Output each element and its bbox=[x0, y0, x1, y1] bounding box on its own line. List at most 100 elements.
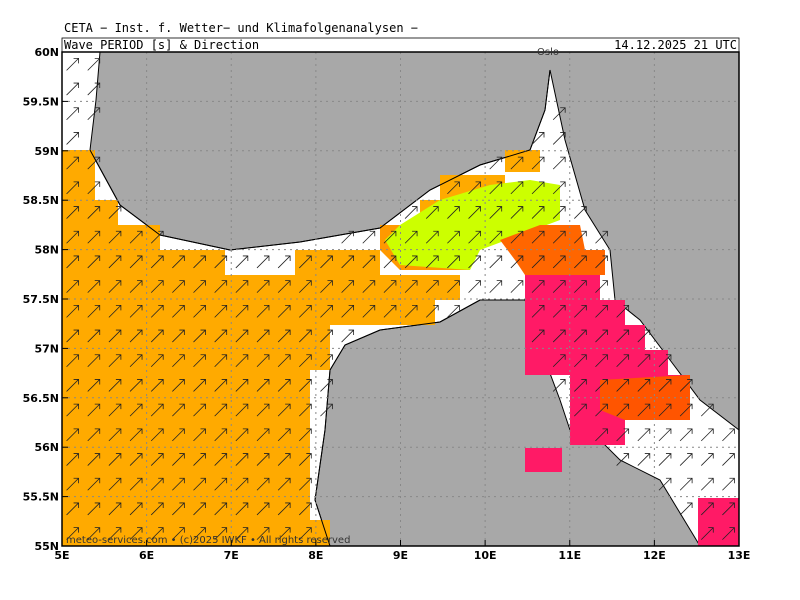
arrow bbox=[172, 403, 185, 417]
y-tick-label: 58.5N bbox=[23, 194, 59, 207]
arrow bbox=[722, 453, 735, 466]
arrow bbox=[87, 82, 101, 96]
arrow bbox=[447, 255, 460, 269]
arrow bbox=[214, 280, 228, 293]
arrow bbox=[299, 502, 312, 516]
arrow bbox=[87, 453, 101, 466]
arrow bbox=[510, 230, 524, 244]
arrow bbox=[214, 379, 228, 392]
arrow bbox=[574, 403, 587, 417]
arrow bbox=[66, 453, 79, 466]
arrow bbox=[150, 453, 164, 466]
arrow bbox=[404, 206, 418, 219]
arrow bbox=[66, 354, 79, 368]
arrow bbox=[235, 502, 249, 516]
arrow bbox=[552, 206, 566, 219]
arrow bbox=[383, 280, 397, 293]
arrow bbox=[214, 502, 228, 516]
arrow bbox=[510, 255, 524, 269]
arrow bbox=[150, 477, 164, 491]
arrow bbox=[235, 329, 249, 343]
arrow bbox=[172, 354, 185, 368]
arrow bbox=[235, 354, 249, 368]
arrow bbox=[700, 477, 714, 491]
arrow bbox=[679, 428, 693, 442]
arrow bbox=[87, 403, 101, 417]
arrow bbox=[299, 403, 312, 417]
arrow bbox=[193, 403, 206, 417]
arrow bbox=[214, 329, 228, 343]
arrow bbox=[277, 255, 291, 269]
arrow bbox=[299, 255, 312, 269]
y-tick-label: 59N bbox=[34, 145, 59, 158]
arrow bbox=[66, 57, 79, 71]
period-zone bbox=[500, 225, 605, 275]
arrow bbox=[172, 502, 185, 516]
arrow bbox=[235, 453, 249, 466]
arrow bbox=[108, 527, 122, 540]
arrow bbox=[679, 403, 693, 417]
arrow bbox=[108, 477, 122, 491]
arrow bbox=[574, 379, 587, 392]
arrow bbox=[66, 82, 79, 96]
arrow bbox=[637, 329, 651, 343]
arrow bbox=[129, 428, 143, 442]
arrow bbox=[574, 329, 587, 343]
arrow bbox=[510, 156, 524, 170]
arrow bbox=[193, 428, 206, 442]
period-zone bbox=[420, 150, 540, 225]
arrow bbox=[108, 403, 122, 417]
arrow bbox=[150, 403, 164, 417]
arrow bbox=[87, 354, 101, 368]
arrow bbox=[129, 403, 143, 417]
arrow bbox=[489, 230, 503, 244]
arrow bbox=[235, 477, 249, 491]
arrow bbox=[383, 255, 397, 269]
arrow bbox=[193, 304, 206, 318]
arrow bbox=[193, 527, 206, 540]
arrow bbox=[616, 304, 630, 318]
x-tick-label: 10E bbox=[474, 549, 497, 562]
x-tick-label: 7E bbox=[224, 549, 239, 562]
y-tick-label: 60N bbox=[34, 46, 59, 59]
arrow bbox=[129, 502, 143, 516]
arrow bbox=[552, 132, 566, 145]
arrow bbox=[129, 255, 143, 269]
arrow bbox=[489, 156, 503, 170]
arrow bbox=[256, 329, 270, 343]
arrow bbox=[616, 379, 630, 392]
arrow bbox=[150, 502, 164, 516]
arrow bbox=[66, 107, 79, 121]
arrow bbox=[299, 477, 312, 491]
arrow bbox=[87, 379, 101, 392]
period-zone bbox=[385, 180, 560, 270]
arrow bbox=[574, 304, 587, 318]
arrow bbox=[637, 354, 651, 368]
arrow bbox=[87, 304, 101, 318]
arrow bbox=[468, 206, 481, 219]
arrow bbox=[235, 527, 249, 540]
arrow bbox=[150, 527, 164, 540]
arrow bbox=[531, 206, 545, 219]
arrow bbox=[129, 354, 143, 368]
arrow bbox=[468, 181, 481, 195]
arrow bbox=[277, 403, 291, 417]
arrow bbox=[425, 280, 439, 293]
arrow bbox=[595, 354, 608, 368]
arrow bbox=[700, 453, 714, 466]
arrow bbox=[616, 329, 630, 343]
arrow bbox=[87, 527, 101, 540]
arrow bbox=[87, 206, 101, 219]
y-tick-label: 55.5N bbox=[23, 491, 59, 504]
arrow bbox=[256, 354, 270, 368]
arrow bbox=[193, 477, 206, 491]
arrow bbox=[299, 329, 312, 343]
direction-arrows bbox=[66, 57, 735, 540]
arrow bbox=[172, 304, 185, 318]
arrow bbox=[552, 255, 566, 269]
arrow bbox=[87, 502, 101, 516]
arrow bbox=[510, 206, 524, 219]
arrow bbox=[320, 329, 333, 343]
y-tick-label: 59.5N bbox=[23, 95, 59, 108]
